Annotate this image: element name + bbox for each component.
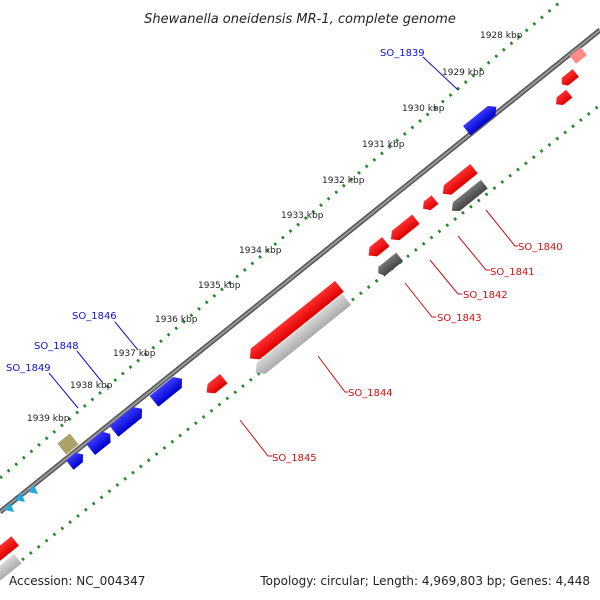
tick-label: 1928 kbp [480,31,523,41]
tick-label: 1929 kbp [442,68,485,78]
tick-label: 1934 kbp [239,246,282,256]
gene-label-SO_1846[interactable]: SO_1846 [72,311,117,322]
gene-label-SO_1849[interactable]: SO_1849 [6,363,51,374]
gene-SO_1848[interactable] [86,428,114,455]
gene-label-SO_1844[interactable]: SO_1844 [348,388,393,399]
gene-top-right-cluster[interactable] [538,47,600,108]
gene-SO_1842[interactable] [387,214,420,244]
tick-label: 1937 kbp [113,349,156,359]
tick-label: 1933 kbp [281,211,324,221]
gene-SO_1844[interactable] [245,280,344,364]
gene-SO_1842b[interactable] [365,237,390,260]
gene-bottom-left[interactable] [0,536,19,564]
outer-tick-track [0,0,561,480]
gene-SO_1845b[interactable] [203,374,228,397]
gene-label-SO_1842[interactable]: SO_1842 [463,290,508,301]
gene-label-SO_1845[interactable]: SO_1845 [272,453,317,464]
gene-SO_1846[interactable] [149,373,187,407]
gene-SO_1845[interactable] [251,293,352,378]
tick-label: 1936 kbp [155,315,198,325]
accession-text: Accession: NC_004347 [9,574,145,588]
small-feature-arrow [4,502,14,512]
gene-label-SO_1843[interactable]: SO_1843 [437,313,482,324]
gene-SO_1849[interactable] [66,450,87,470]
tick-label: 1938 kbp [70,381,113,391]
gene-label-SO_1841[interactable]: SO_1841 [490,267,535,278]
tick-label: 1930 kbp [402,104,445,114]
gene-SO_1841[interactable] [448,179,488,215]
tick-label: 1932 kbp [322,176,365,186]
gene-SO_1843[interactable] [375,252,404,278]
gene-SO_1839[interactable] [462,102,500,136]
gene-SO_1847[interactable] [109,403,147,437]
tick-label: 1935 kbp [198,281,241,291]
map-title: Shewanella oneidensis MR-1, complete gen… [144,12,456,27]
tick-label: 1939 kbp [27,414,70,424]
gene-label-SO_1839[interactable]: SO_1839 [380,48,425,59]
gene-SO_1840[interactable] [439,164,478,198]
genome-summary-text: Topology: circular; Length: 4,969,803 bp… [259,574,590,588]
gene-label-SO_1848[interactable]: SO_1848 [34,341,79,352]
tick-label: 1931 kbp [362,140,405,150]
gene-rna[interactable] [57,433,79,455]
gene-SO_1841b[interactable] [420,195,439,213]
gene-label-SO_1840[interactable]: SO_1840 [518,242,563,253]
